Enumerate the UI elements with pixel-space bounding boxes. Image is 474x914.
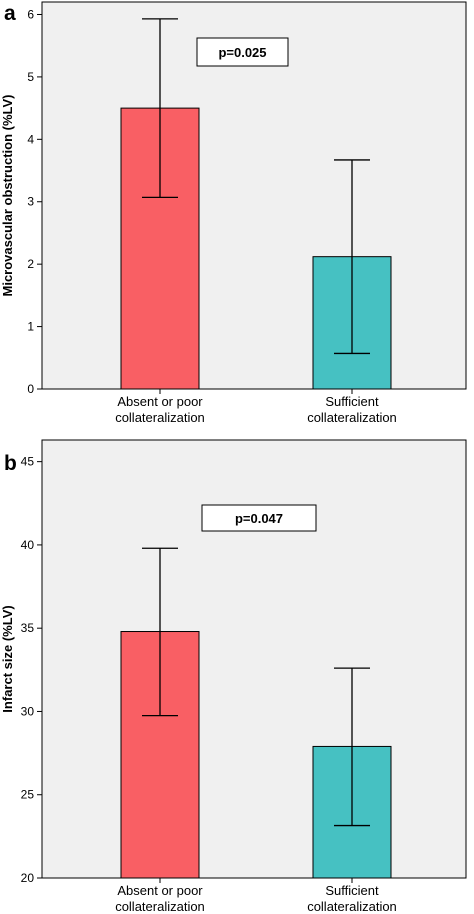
y-tick-label: 3 (27, 195, 34, 209)
y-tick-label: 45 (21, 455, 35, 469)
p-value-annotation: p=0.047 (235, 511, 283, 526)
y-tick-label: 1 (27, 320, 34, 334)
x-tick-label: Absent or poor (117, 394, 203, 409)
y-tick-label: 25 (21, 788, 35, 802)
x-tick-label: Sufficient (325, 394, 379, 409)
x-tick-label: collateralization (307, 410, 397, 425)
chart-panel-b: b 20 25 30 35 40 45 Infarct size (%LV) Absent or… (0, 439, 467, 914)
y-tick-label: 5 (27, 70, 34, 84)
y-tick-label: 35 (21, 621, 35, 635)
y-tick-label: 40 (21, 538, 35, 552)
x-tick-label: collateralization (307, 899, 397, 914)
annotation-box (196, 37, 289, 67)
y-tick-label: 2 (27, 257, 34, 271)
panel-letter: b (4, 452, 17, 475)
p-value-annotation: p=0.025 (218, 45, 266, 60)
y-tick-label: 0 (27, 382, 34, 396)
y-tick-label: 4 (27, 132, 34, 146)
y-tick-label: 30 (21, 704, 35, 718)
annotation-box (201, 504, 317, 532)
y-axis-title: Infarct size (%LV) (0, 605, 15, 712)
chart-panel-a: a 0 1 2 3 4 5 6 Microvascular obstruction (%LV) A… (0, 1, 467, 425)
panel-letter: a (4, 2, 16, 25)
x-tick-label: collateralization (115, 410, 205, 425)
x-tick-label: Sufficient (325, 883, 379, 898)
y-tick-label: 20 (21, 871, 35, 885)
y-tick-label: 6 (27, 7, 34, 21)
x-tick-label: collateralization (115, 899, 205, 914)
y-axis-title: Microvascular obstruction (%LV) (0, 94, 15, 296)
x-tick-label: Absent or poor (117, 883, 203, 898)
